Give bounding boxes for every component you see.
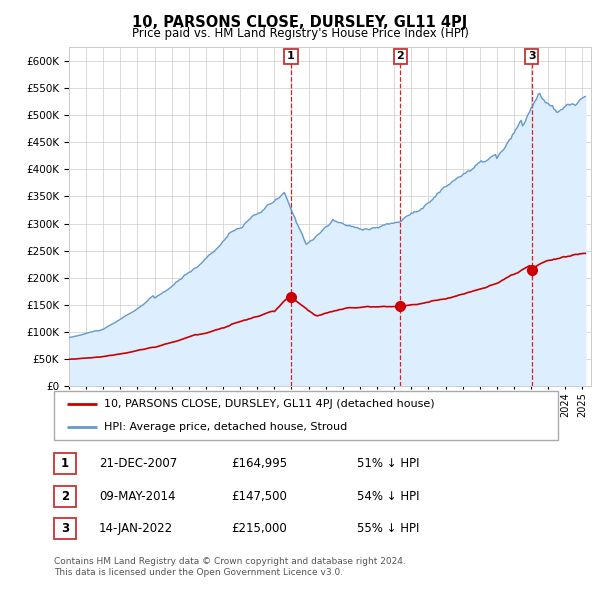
Text: 1: 1 xyxy=(287,51,295,61)
Text: 2: 2 xyxy=(61,490,69,503)
Text: Price paid vs. HM Land Registry's House Price Index (HPI): Price paid vs. HM Land Registry's House … xyxy=(131,27,469,40)
Text: 10, PARSONS CLOSE, DURSLEY, GL11 4PJ: 10, PARSONS CLOSE, DURSLEY, GL11 4PJ xyxy=(133,15,467,30)
FancyBboxPatch shape xyxy=(54,391,558,440)
Text: Contains HM Land Registry data © Crown copyright and database right 2024.: Contains HM Land Registry data © Crown c… xyxy=(54,558,406,566)
Text: This data is licensed under the Open Government Licence v3.0.: This data is licensed under the Open Gov… xyxy=(54,568,343,577)
Text: £164,995: £164,995 xyxy=(231,457,287,470)
Text: 14-JAN-2022: 14-JAN-2022 xyxy=(99,522,173,535)
Text: 54% ↓ HPI: 54% ↓ HPI xyxy=(357,490,419,503)
Text: 09-MAY-2014: 09-MAY-2014 xyxy=(99,490,176,503)
Text: HPI: Average price, detached house, Stroud: HPI: Average price, detached house, Stro… xyxy=(104,422,347,432)
Text: 1: 1 xyxy=(61,457,69,470)
Text: 55% ↓ HPI: 55% ↓ HPI xyxy=(357,522,419,535)
Text: £215,000: £215,000 xyxy=(231,522,287,535)
Text: £147,500: £147,500 xyxy=(231,490,287,503)
Text: 21-DEC-2007: 21-DEC-2007 xyxy=(99,457,177,470)
Text: 51% ↓ HPI: 51% ↓ HPI xyxy=(357,457,419,470)
Text: 3: 3 xyxy=(61,522,69,535)
Text: 3: 3 xyxy=(528,51,536,61)
Text: 2: 2 xyxy=(397,51,404,61)
Text: 10, PARSONS CLOSE, DURSLEY, GL11 4PJ (detached house): 10, PARSONS CLOSE, DURSLEY, GL11 4PJ (de… xyxy=(104,399,435,409)
